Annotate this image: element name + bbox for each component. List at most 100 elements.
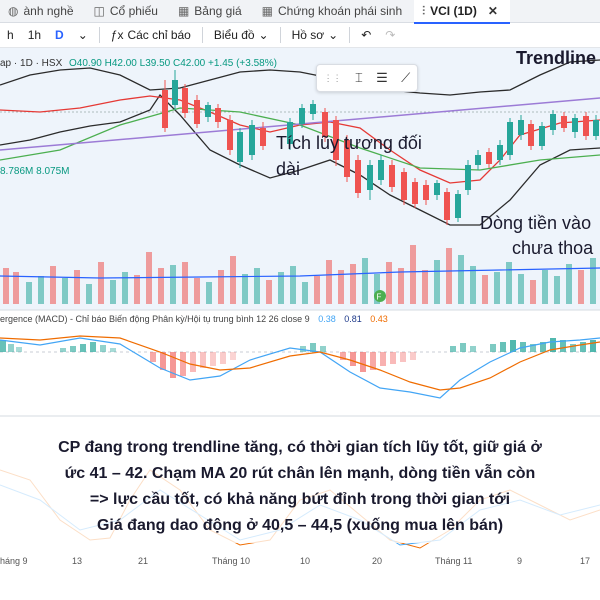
candle <box>215 108 221 122</box>
indicators-button[interactable]: ƒx Các chỉ báo <box>104 23 198 47</box>
candle <box>205 105 211 117</box>
candle <box>322 112 328 137</box>
time-tick: 20 <box>372 556 383 566</box>
volume-legend: 8.786M 8.075M <box>0 166 70 177</box>
redo-icon[interactable]: ↷ <box>385 28 396 42</box>
candle <box>561 116 567 128</box>
candle <box>237 132 243 162</box>
candle <box>486 152 492 164</box>
profile-button[interactable]: Hồ sơ ⌄ <box>285 23 346 47</box>
annotation-trendline: Trendline <box>516 48 597 68</box>
time-axis[interactable]: háng 9 13 21 Tháng 10 10 20 Tháng 11 9 1… <box>0 552 600 572</box>
tab-label: ành nghề <box>23 4 74 18</box>
analysis-text: CP đang trong trendline tăng, có thời gi… <box>0 433 600 543</box>
tab-derivatives[interactable]: ▦ Chứng khoán phái sinh <box>254 0 414 22</box>
symbol-legend: ap · 1D · HSX O40.90 H42.00 L39.50 C42.0… <box>0 58 277 69</box>
time-tick: 13 <box>72 556 83 566</box>
annotation-accumulation-1: Tích lũy tương đối <box>276 133 422 153</box>
time-tick: Tháng 11 <box>435 556 473 566</box>
analysis-line: Giá đang dao động ở 40,5 – 44,5 (xuống m… <box>96 517 504 534</box>
globe-icon: ◍ <box>8 4 19 18</box>
candle <box>194 100 200 124</box>
ma-green-line <box>0 107 600 171</box>
candle <box>344 140 350 177</box>
drag-handle-icon[interactable]: ⋮⋮ <box>323 72 342 83</box>
candle <box>593 120 599 136</box>
divider <box>201 27 203 43</box>
candle <box>333 120 339 160</box>
chart-type-label: Biểu đồ <box>213 28 255 42</box>
trendline-tool-icon[interactable]: ⟋ <box>401 70 411 85</box>
candle <box>539 126 545 146</box>
drawing-toolbar: ⋮⋮ ⌶ ☰ ⟋ <box>316 64 418 92</box>
tab-vci[interactable]: ⫶ VCI (1D) ✕ <box>414 0 510 24</box>
timeframe-d[interactable]: D <box>55 28 64 42</box>
symbol-title: ap · 1D · HSX <box>0 58 63 69</box>
candle <box>310 104 316 114</box>
ohlc-values: O40.90 H42.00 L39.50 C42.00 +1.45 (+3.58… <box>69 58 277 69</box>
timeframe-1h[interactable]: 1h <box>27 28 42 42</box>
candle <box>355 160 361 193</box>
table-icon: ▦ <box>177 4 190 18</box>
tab-label: VCI (1D) <box>430 4 477 18</box>
tab-price-board[interactable]: ▦ Bảng giá <box>170 0 254 22</box>
candle <box>528 124 534 146</box>
divider <box>349 27 351 43</box>
candle <box>455 194 461 218</box>
close-icon[interactable]: ✕ <box>487 4 498 18</box>
chevron-down-icon[interactable]: ⌄ <box>77 28 88 42</box>
tab-label: Bảng giá <box>194 4 242 18</box>
candle <box>162 90 168 128</box>
candle <box>389 165 395 187</box>
macd-line <box>0 337 600 399</box>
candle <box>401 172 407 200</box>
annotation-accumulation-2: dài <box>276 159 301 179</box>
candle <box>412 182 418 204</box>
fib-tool-icon[interactable]: ☰ <box>376 70 388 85</box>
event-marker-glyph: F <box>377 293 382 302</box>
undo-icon[interactable]: ↶ <box>361 28 372 42</box>
candle <box>172 80 178 105</box>
annotation-flow-2: chưa thoa <box>512 238 594 258</box>
time-tick: Tháng 10 <box>212 556 251 566</box>
candle <box>299 108 305 124</box>
table-icon: ▦ <box>261 4 273 18</box>
macd-hist-value: 0.38 <box>318 314 336 324</box>
chevron-down-icon: ⌄ <box>328 28 339 42</box>
candle <box>287 122 293 144</box>
macd-value: 0.81 <box>344 314 362 324</box>
candle <box>444 192 450 220</box>
ma20-line <box>0 95 600 184</box>
analysis-line: => lực cầu tốt, có khả năng bứt đỉnh tro… <box>89 491 511 508</box>
annotation-flow-1: Dòng tiền vào <box>480 213 592 233</box>
candle <box>497 145 503 160</box>
candle-icon: ⫶ <box>422 3 426 18</box>
tab-label: Cổ phiếu <box>109 4 158 18</box>
function-icon: ƒx <box>110 28 124 42</box>
candle <box>378 160 384 180</box>
chart-type-button[interactable]: Biểu đồ ⌄ <box>207 23 276 47</box>
tab-industry[interactable]: ◍ ành nghề <box>0 0 86 22</box>
candle <box>583 116 589 136</box>
cursor-tool-icon[interactable]: ⌶ <box>355 70 363 85</box>
event-marker-icon[interactable] <box>374 290 386 302</box>
timeframe-h[interactable]: h <box>7 28 14 42</box>
chevron-down-icon: ⌄ <box>258 28 269 42</box>
bollinger-upper <box>0 59 600 96</box>
candle <box>550 114 556 130</box>
tab-bar: ◍ ành nghề ◫ Cổ phiếu ▦ Bảng giá ▦ Chứng kho… <box>0 0 600 24</box>
macd-histogram <box>0 338 596 378</box>
tab-stocks[interactable]: ◫ Cổ phiếu <box>86 0 170 22</box>
time-tick: 21 <box>138 556 149 566</box>
signal-line <box>0 335 600 391</box>
candle <box>367 165 373 190</box>
candle <box>227 120 233 150</box>
candle <box>260 128 266 146</box>
chart-icon: ◫ <box>93 4 105 18</box>
divider <box>98 27 100 43</box>
bollinger-lower <box>0 93 600 226</box>
volume-ma-line <box>0 267 600 279</box>
analysis-line: CP đang trong trendline tăng, có thời gi… <box>58 439 542 456</box>
time-tick: 10 <box>300 556 311 566</box>
